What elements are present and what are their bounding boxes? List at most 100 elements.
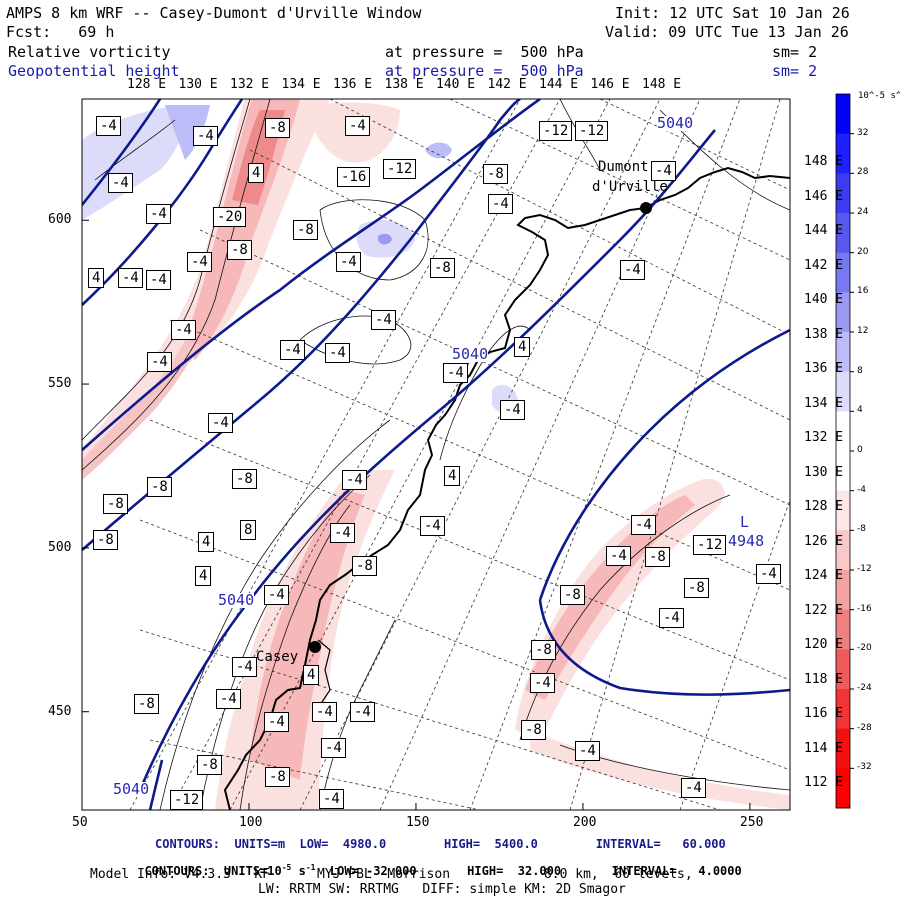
height-label: 5040 bbox=[113, 780, 150, 798]
colorbar-label: -8 bbox=[857, 524, 866, 535]
colorbar-swatch bbox=[836, 570, 850, 611]
colorbar-swatch bbox=[836, 133, 850, 174]
contour-label-box: -4 bbox=[193, 126, 218, 146]
right-lon-label: 128 E bbox=[804, 499, 844, 514]
colorbar-swatch bbox=[836, 371, 850, 412]
contour-label-box: -8 bbox=[147, 477, 172, 497]
right-lon-label: 116 E bbox=[804, 706, 844, 721]
colorbar-label: 20 bbox=[857, 246, 869, 257]
vort-info-exp2: -1 bbox=[305, 863, 316, 872]
right-lon-label: 112 E bbox=[804, 775, 844, 790]
contour-label-box: -4 bbox=[350, 702, 375, 722]
contour-label-box: -4 bbox=[264, 585, 289, 605]
top-lon-label: 146 E bbox=[590, 77, 630, 92]
contour-label-box: -4 bbox=[325, 343, 350, 363]
parallel bbox=[449, 99, 790, 261]
contour-label-box: -8 bbox=[521, 720, 546, 740]
vort-info-values: LOW= -32.000 HIGH= 32.000 INTERVAL= 4.00… bbox=[315, 864, 742, 878]
field2-level: at pressure = 500 hPa bbox=[385, 62, 584, 80]
contour-label-box: -8 bbox=[293, 220, 318, 240]
right-lon-label: 138 E bbox=[804, 326, 844, 342]
contour-label-box: 4 bbox=[303, 665, 320, 685]
contour-label-box: -4 bbox=[321, 738, 346, 758]
colorbar-swatch bbox=[836, 530, 850, 571]
height-contour bbox=[82, 99, 541, 451]
x-tick-label: 250 bbox=[739, 815, 764, 830]
contour-label-box: -4 bbox=[342, 470, 367, 490]
contour-label-box: -8 bbox=[430, 258, 455, 278]
contour-label-box: -16 bbox=[337, 167, 371, 187]
top-lon-label: 128 E bbox=[127, 77, 167, 92]
shade-casey-inner bbox=[250, 490, 365, 780]
contour-label-box: 4 bbox=[444, 466, 461, 486]
contour-label-box: -8 bbox=[197, 755, 222, 775]
colorbar-swatch bbox=[836, 728, 850, 769]
contour-label-box: -4 bbox=[631, 515, 656, 535]
contour-label-box: -4 bbox=[606, 546, 631, 566]
contour-label-box: -4 bbox=[147, 352, 172, 372]
meridian bbox=[679, 499, 790, 810]
meridian bbox=[299, 99, 661, 810]
right-lon-label: 124 E bbox=[804, 568, 844, 583]
contour-label-box: -4 bbox=[681, 778, 706, 798]
parallel bbox=[139, 629, 721, 810]
colorbar-swatch bbox=[836, 768, 850, 809]
x-tick-label: 150 bbox=[405, 815, 430, 830]
contour-label-box: -8 bbox=[103, 494, 128, 514]
contour-line bbox=[239, 504, 351, 810]
contour-label-box: -8 bbox=[265, 767, 290, 787]
right-lon-label: 114 E bbox=[804, 740, 844, 756]
contour-line bbox=[82, 99, 251, 441]
colorbar-swatch bbox=[836, 451, 850, 492]
colorbar-label: 4 bbox=[857, 405, 863, 416]
colorbar-label: 0 bbox=[857, 445, 863, 455]
contour-line bbox=[94, 119, 176, 181]
contour-line bbox=[159, 419, 391, 810]
colorbar-swatch bbox=[836, 490, 850, 531]
contour-label-box: -20 bbox=[213, 207, 247, 227]
y-tick-label: 600 bbox=[48, 212, 72, 228]
height-label: 5040 bbox=[452, 345, 489, 363]
parallel bbox=[329, 99, 790, 336]
field1-smoothing: sm= 2 bbox=[772, 43, 818, 61]
colorbar-label: 8 bbox=[857, 365, 863, 376]
height-contour bbox=[82, 99, 244, 306]
contour-label-box: -4 bbox=[620, 260, 645, 280]
field1-name: Relative vorticity bbox=[8, 43, 171, 61]
colorbar-label: -16 bbox=[857, 603, 872, 614]
parallel bbox=[599, 99, 790, 191]
contour-label-box: -4 bbox=[208, 413, 233, 433]
contour-label-box: 4 bbox=[195, 566, 212, 586]
colorbar-swatch bbox=[836, 213, 850, 254]
colorbar-label: 16 bbox=[857, 286, 869, 297]
height-contour bbox=[138, 129, 716, 791]
colorbar-swatch bbox=[836, 332, 850, 373]
x-tick-label: 200 bbox=[572, 815, 597, 830]
height-contour-info: CONTOURS: UNITS=m LOW= 4980.0 HIGH= 5400… bbox=[155, 837, 726, 851]
contour-label-box: -4 bbox=[232, 657, 257, 677]
contour-label-box: -4 bbox=[371, 310, 396, 330]
contour-line bbox=[519, 494, 731, 741]
contour-label-box: -4 bbox=[651, 161, 676, 181]
blue-northwest-core bbox=[165, 105, 210, 160]
colorbar-swatch bbox=[836, 609, 850, 650]
colorbar-label: -12 bbox=[857, 564, 872, 574]
parallel bbox=[249, 149, 790, 421]
dumont-durville-marker bbox=[640, 202, 652, 214]
contour-label-box: 4 bbox=[514, 337, 531, 357]
field1-level: at pressure = 500 hPa bbox=[385, 43, 584, 61]
colorbar-swatch bbox=[836, 689, 850, 730]
vort-info-exp: -5 bbox=[281, 863, 292, 872]
shade-southeast-inner bbox=[525, 495, 695, 700]
height-contours bbox=[82, 99, 790, 810]
contour-label-box: -4 bbox=[319, 789, 344, 809]
contour-label-box: 4 bbox=[198, 532, 215, 552]
forecast-hour: Fcst: 69 h bbox=[6, 23, 115, 41]
contour-label-box: -8 bbox=[134, 694, 159, 714]
right-lon-label: 118 E bbox=[804, 671, 844, 687]
contour-label-box: -4 bbox=[187, 252, 212, 272]
height-contour bbox=[538, 599, 790, 696]
top-lon-label: 136 E bbox=[333, 77, 373, 92]
vort-info-prefix: CONTOURS: UNITS=10 bbox=[144, 864, 282, 878]
